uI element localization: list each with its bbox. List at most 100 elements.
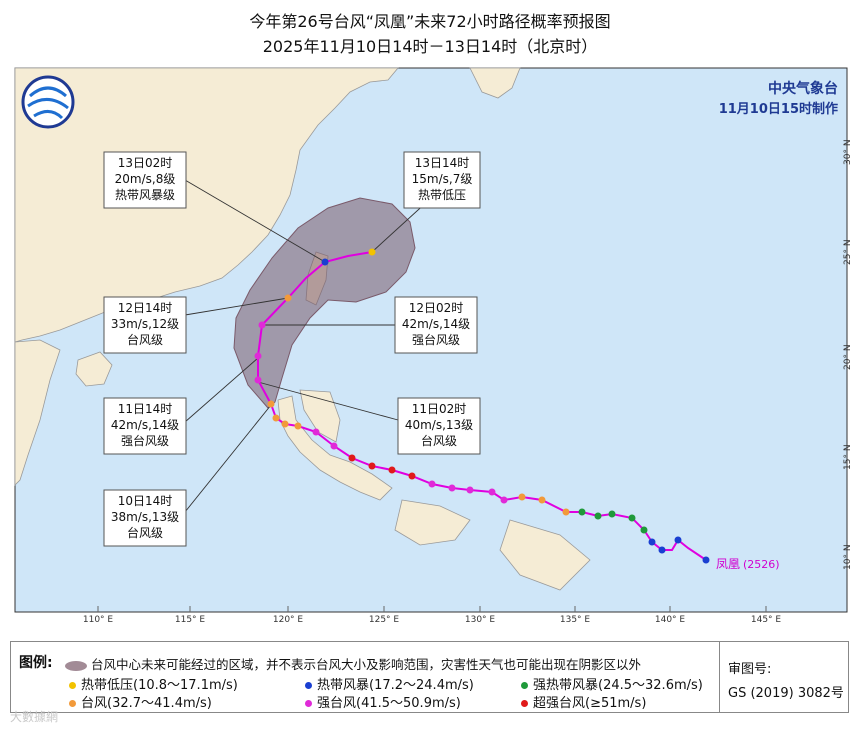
track-point [348,454,356,462]
track-point [428,480,436,488]
typhoon-code-label: (2526) [743,558,780,571]
lon-label-130: 130° E [465,615,496,625]
track-point [702,556,710,564]
typhoon-map: 110° E 115° E 120° E 125° E 130° E 135° … [14,67,853,625]
review-number: GS (2019) 3082号 [728,686,844,701]
philippines-islands [299,389,591,591]
track-point [640,526,648,534]
sts-dot-icon [521,682,528,689]
legend-box: 图例: 台风中心未来可能经过的区域，并不表示台风大小及影响范围，灾害性天气也可能… [10,641,720,713]
lat-label-10: 10° N [843,544,853,570]
track-point [538,496,546,504]
track-point [284,294,292,302]
lon-gridmarks [97,606,767,612]
legend-item-td: 热带低压(10.8～17.1m/s) [69,674,238,693]
svg-text:20m/s,8级: 20m/s,8级 [115,172,176,186]
lon-label-135: 135° E [560,615,591,625]
indochina-land [14,339,61,486]
track-point [594,512,602,520]
track-point [466,486,474,494]
watermark: 大數據網 [10,710,59,724]
issue-time: 11月10日15时制作 [718,102,838,117]
track-point [281,420,289,428]
legend-title: 图例: [19,655,53,671]
lon-label-115: 115° E [175,615,206,625]
track-point [368,462,376,470]
annotation-12d02: 12日02时 42m/s,14级 强台风级 [394,296,478,354]
annotation-boxes: 13日02时 20m/s,8级 热带风暴级 13日14时 15m/s,7级 热带… [103,151,481,547]
track-point [321,258,329,266]
svg-text:台风级: 台风级 [127,332,163,347]
legend-cone-text: 台风中心未来可能经过的区域，并不表示台风大小及影响范围，灾害性天气也可能出现在阴… [91,657,642,672]
track-point [562,508,570,516]
track-point [648,538,656,546]
mainland-land [14,67,399,343]
svg-text:11日02时: 11日02时 [412,402,467,416]
track-point [258,321,266,329]
svg-text:台风级: 台风级 [421,433,457,448]
svg-text:10日14时: 10日14时 [118,494,173,508]
super-dot-icon [521,700,528,707]
lon-label-120: 120° E [273,615,304,625]
track-point [272,414,280,422]
review-label: 审图号: [728,662,772,677]
lon-label-125: 125° E [369,615,400,625]
svg-text:13日02时: 13日02时 [118,156,173,170]
sty-dot-icon [305,700,312,707]
svg-text:33m/s,12级: 33m/s,12级 [111,317,179,331]
typhoon-name-label: 凤凰 [716,557,740,571]
agency-name: 中央气象台 [768,81,838,97]
korea-land [469,67,521,99]
track-point [388,466,396,474]
track-point [518,493,526,501]
track-point [608,510,616,518]
lon-label-110: 110° E [83,615,114,625]
track-point [368,248,376,256]
svg-text:40m/s,13级: 40m/s,13级 [405,418,473,432]
track-point [448,484,456,492]
lat-label-30: 30° N [843,139,853,165]
legend-item-sts: 强热带风暴(24.5～32.6m/s) [521,674,703,693]
svg-text:42m/s,14级: 42m/s,14级 [402,317,470,331]
legend-item-ts: 热带风暴(17.2～24.4m/s) [305,674,474,693]
track-point [254,352,262,360]
annotation-13d14: 13日14时 15m/s,7级 热带低压 [403,151,481,209]
annotation-11d14: 11日14时 42m/s,14级 强台风级 [103,397,187,455]
legend-item-ty: 台风(32.7～41.4m/s) [69,692,212,711]
annotation-12d14: 12日14时 33m/s,12级 台风级 [103,296,187,354]
track-points [254,248,710,564]
svg-text:15m/s,7级: 15m/s,7级 [412,172,473,186]
track-point [674,536,682,544]
track-point [312,428,320,436]
svg-text:11日14时: 11日14时 [118,402,173,416]
cma-logo-icon [21,75,75,129]
lat-label-15: 15° N [843,444,853,470]
svg-text:热带低压: 热带低压 [418,188,466,202]
track-point [658,546,666,554]
track-point [294,422,302,430]
svg-text:12日14时: 12日14时 [118,301,173,315]
legend-cone-row: 台风中心未来可能经过的区域，并不表示台风大小及影响范围，灾害性天气也可能出现在阴… [65,654,641,673]
svg-text:热带风暴级: 热带风暴级 [115,188,175,202]
review-box: 审图号: GS (2019) 3082号 [718,641,849,713]
lon-labels: 110° E 115° E 120° E 125° E 130° E 135° … [83,615,782,625]
track-point [500,496,508,504]
ts-dot-icon [305,682,312,689]
lat-label-20: 20° N [843,344,853,370]
svg-text:强台风级: 强台风级 [121,433,169,448]
svg-text:38m/s,13级: 38m/s,13级 [111,510,179,524]
annotation-11d02: 11日02时 40m/s,13级 台风级 [397,397,481,455]
hainan-island [75,351,113,387]
annotation-13d02: 13日02时 20m/s,8级 热带风暴级 [103,151,187,209]
svg-text:台风级: 台风级 [127,525,163,540]
map-title: 今年第26号台风“凤凰”未来72小时路径概率预报图 [249,12,611,31]
track-point [254,376,262,384]
cone-swatch-icon [65,660,87,671]
track-point [267,400,275,408]
svg-text:42m/s,14级: 42m/s,14级 [111,418,179,432]
track-point [488,488,496,496]
svg-text:13日14时: 13日14时 [415,156,470,170]
annotation-10d14: 10日14时 38m/s,13级 台风级 [103,489,187,547]
lat-labels: 10° N 15° N 20° N 25° N 30° N [843,139,853,570]
lon-label-145: 145° E [751,615,782,625]
